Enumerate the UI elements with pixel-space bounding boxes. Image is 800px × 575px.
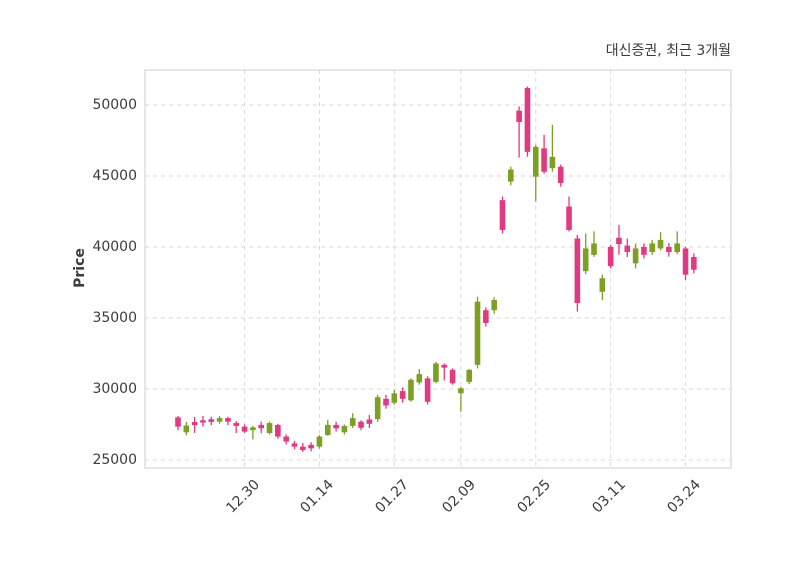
chart-title: 대신증권, 최근 3개월	[605, 43, 731, 59]
y-tick-label: 25000	[92, 452, 137, 468]
y-tick-label: 35000	[92, 310, 137, 326]
y-tick-label: 45000	[92, 168, 137, 184]
y-tick-label: 40000	[92, 239, 137, 255]
y-tick-label: 50000	[92, 97, 137, 113]
y-tick-label: 30000	[92, 381, 137, 397]
